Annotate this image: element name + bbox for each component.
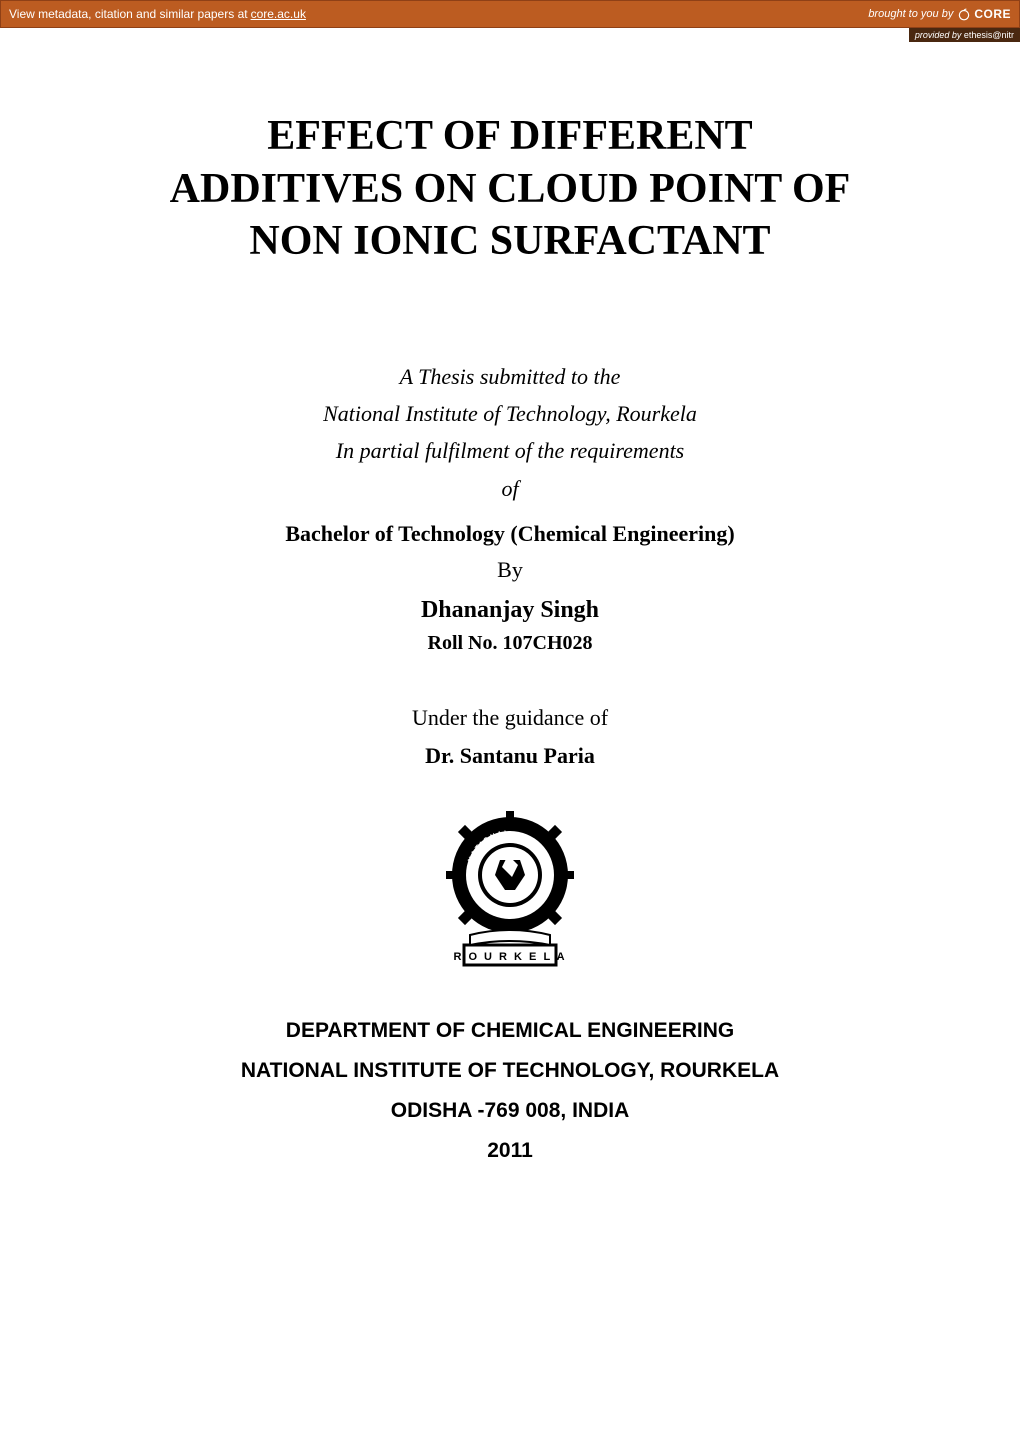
dept-line-3: ODISHA -769 008, INDIA (100, 1091, 920, 1131)
submission-line-1: A Thesis submitted to the (100, 358, 920, 395)
degree-line: Bachelor of Technology (Chemical Enginee… (100, 521, 920, 547)
author-name: Dhananjay Singh (100, 597, 920, 624)
title-line-3: NON IONIC SURFACTANT (100, 215, 920, 268)
guidance-label: Under the guidance of (100, 705, 920, 731)
institute-logo-wrap: N A T I O N A L R O U R K E L A (100, 805, 920, 975)
title-line-2: ADDITIVES ON CLOUD POINT OF (100, 163, 920, 216)
thesis-title: EFFECT OF DIFFERENT ADDITIVES ON CLOUD P… (100, 110, 920, 268)
logo-rourkela-text: R O U R K E L A (453, 951, 566, 963)
institute-logo: N A T I O N A L R O U R K E L A (430, 805, 590, 975)
roll-number: Roll No. 107CH028 (100, 632, 920, 655)
submission-line-3: In partial fulfilment of the requirement… (100, 432, 920, 469)
dept-line-2: NATIONAL INSTITUTE OF TECHNOLOGY, ROURKE… (100, 1051, 920, 1091)
supervisor-name: Dr. Santanu Paria (100, 743, 920, 769)
title-line-1: EFFECT OF DIFFERENT (100, 110, 920, 163)
submission-line-2: National Institute of Technology, Rourke… (100, 395, 920, 432)
dept-line-1: DEPARTMENT OF CHEMICAL ENGINEERING (100, 1011, 920, 1051)
dept-line-4: 2011 (100, 1131, 920, 1171)
by-label: By (100, 557, 920, 583)
submission-block: A Thesis submitted to the National Insti… (100, 358, 920, 508)
page-content: EFFECT OF DIFFERENT ADDITIVES ON CLOUD P… (0, 0, 1020, 1442)
department-block: DEPARTMENT OF CHEMICAL ENGINEERING NATIO… (100, 1011, 920, 1171)
submission-line-4: of (100, 470, 920, 507)
